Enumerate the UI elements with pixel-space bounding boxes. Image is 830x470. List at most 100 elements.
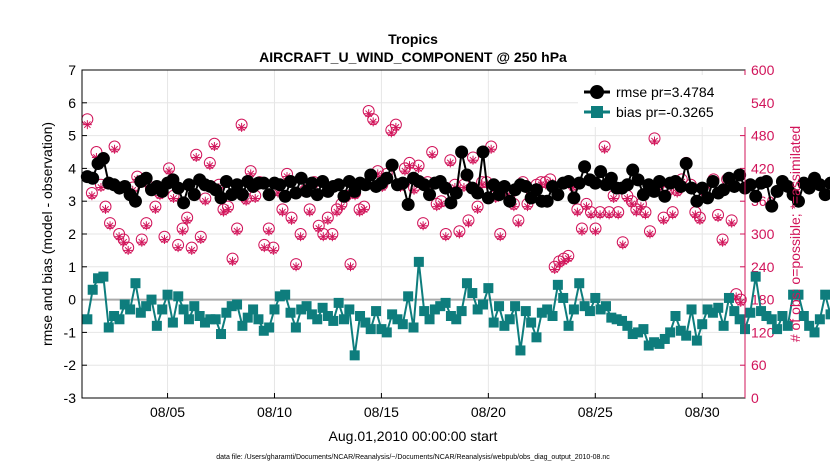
bias-point <box>306 309 317 320</box>
bias-point <box>814 314 825 325</box>
bias-point <box>82 314 93 325</box>
bias-point <box>397 319 408 330</box>
bias-point <box>707 307 718 318</box>
y-tick-label: -2 <box>64 357 77 373</box>
legend-bias-marker <box>591 106 603 118</box>
y2-tick-label: 480 <box>751 128 775 144</box>
rmse-point <box>417 178 431 192</box>
assimilated-obs-point <box>454 229 464 239</box>
rmse-point <box>685 181 699 195</box>
bias-point <box>93 273 104 284</box>
assimilated-obs-point <box>418 221 428 231</box>
assimilated-obs-point <box>631 207 641 217</box>
y-tick-label: 2 <box>68 226 76 242</box>
rmse-point <box>396 176 410 190</box>
assimilated-obs-point <box>237 122 247 132</box>
rmse-point <box>604 171 618 185</box>
bias-point <box>579 301 590 312</box>
rmse-point <box>594 165 608 179</box>
rmse-point <box>86 171 100 185</box>
bias-point <box>542 304 553 315</box>
assimilated-obs-point <box>586 210 596 220</box>
asterisk-stroke <box>442 233 450 241</box>
bias-point <box>98 271 109 282</box>
rmse-point <box>658 189 672 203</box>
data-file-footer: data file: /Users/gharamti/Documents/NCA… <box>216 454 610 461</box>
bias-series <box>82 256 830 361</box>
asterisk-stroke <box>360 205 368 213</box>
bias-point <box>574 278 585 289</box>
assimilated-obs-point <box>159 234 169 244</box>
bias-point <box>633 327 644 338</box>
asterisk-stroke <box>88 192 96 200</box>
bias-point <box>349 350 360 361</box>
asterisk-stroke <box>328 233 336 241</box>
assimilated-obs-point <box>123 245 133 255</box>
asterisk-stroke <box>660 216 668 224</box>
rmse-point <box>701 191 715 205</box>
rmse-point <box>182 178 196 192</box>
y2-tick-label: 600 <box>751 62 775 78</box>
assimilated-obs-point <box>232 226 242 236</box>
assimilated-obs-point <box>591 226 601 236</box>
asterisk-stroke <box>728 219 736 227</box>
assimilated-obs-point <box>713 213 723 223</box>
bias-point <box>782 320 793 331</box>
asterisk-stroke <box>415 164 423 172</box>
asterisk-stroke <box>106 222 114 230</box>
rmse-point <box>177 196 191 210</box>
bias-point <box>135 307 146 318</box>
assimilated-obs-point <box>105 221 115 231</box>
y-tick-label: 1 <box>68 259 76 275</box>
rmse-point <box>214 191 228 205</box>
asterisk-stroke <box>628 200 636 208</box>
asterisk-stroke <box>605 211 613 219</box>
y2-tick-label: 120 <box>751 324 775 340</box>
bias-point <box>365 324 376 335</box>
asterisk-stroke <box>260 244 268 252</box>
bias-point <box>488 317 499 328</box>
x-tick-label: 08/20 <box>471 404 506 420</box>
bias-point <box>258 325 269 336</box>
asterisk-stroke <box>315 225 323 233</box>
bias-point <box>301 301 312 312</box>
rmse-point <box>813 178 827 192</box>
bias-point <box>157 304 168 315</box>
asterisk-stroke <box>192 153 200 161</box>
assimilated-obs-point <box>96 183 106 193</box>
y2-tick-label: 240 <box>751 259 775 275</box>
asterisk-stroke <box>297 233 305 241</box>
rmse-point <box>380 171 394 185</box>
asterisk-stroke <box>419 222 427 230</box>
x-tick-label: 08/25 <box>578 404 613 420</box>
bias-point <box>322 311 333 321</box>
asterisk-stroke <box>151 205 159 213</box>
y2-tick-label: 540 <box>751 95 775 111</box>
bias-point <box>729 306 740 317</box>
chart-title: Tropics <box>388 31 438 47</box>
assimilated-obs-point <box>173 243 183 253</box>
rmse-point <box>439 181 453 195</box>
asterisk-stroke <box>111 145 119 153</box>
bias-point <box>520 306 531 317</box>
bias-point <box>510 301 521 312</box>
asterisk-stroke <box>564 255 572 263</box>
asterisk-stroke <box>197 235 205 243</box>
legend: rmse pr=3.4784 bias pr=-0.3265 <box>578 75 748 127</box>
assimilated-obs-point <box>110 144 120 154</box>
rmse-point <box>706 175 720 189</box>
asterisk-stroke <box>365 110 373 118</box>
asterisk-stroke <box>641 211 649 219</box>
bias-point <box>338 314 349 325</box>
asterisk-stroke <box>632 208 640 216</box>
bias-point <box>702 304 713 315</box>
bias-point <box>419 306 430 317</box>
assimilated-obs-point <box>82 120 92 130</box>
bias-point <box>659 333 670 344</box>
bias-point <box>713 302 724 313</box>
bias-point <box>280 289 291 300</box>
bias-point <box>451 314 462 325</box>
assimilated-obs-point <box>618 240 628 250</box>
asterisk-stroke <box>188 246 196 254</box>
